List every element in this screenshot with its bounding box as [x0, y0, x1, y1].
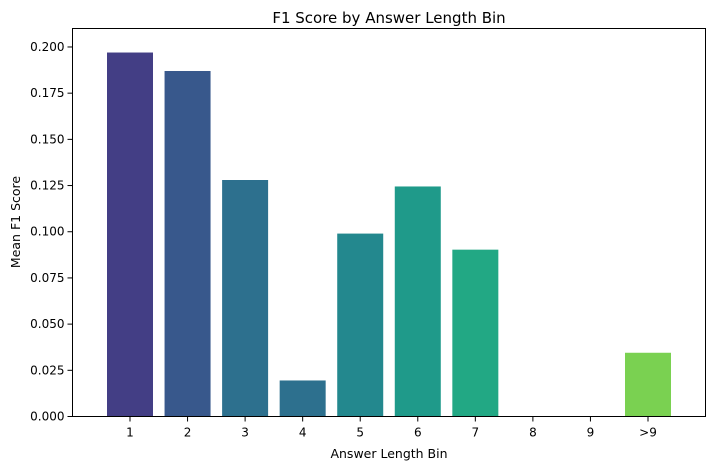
- x-axis-ticks: 1 2 3 4 5 6 7 8 9 >9: [126, 416, 657, 440]
- bar-5: [337, 233, 384, 417]
- bar-3: [222, 180, 269, 417]
- plot-frame: [72, 28, 706, 417]
- x-tick-label: 8: [529, 426, 537, 440]
- bar-6: [394, 186, 441, 417]
- y-tick-label: 0.150: [30, 132, 64, 146]
- y-axis-label: Mean F1 Score: [8, 176, 23, 268]
- x-axis-label: Answer Length Bin: [330, 446, 447, 461]
- y-tick-label: 0.200: [30, 40, 64, 54]
- bars-group: [107, 52, 671, 417]
- bar-7: [452, 249, 499, 417]
- y-tick-label: 0.175: [30, 86, 64, 100]
- y-tick-label: 0.100: [30, 225, 64, 239]
- x-tick-label: 1: [126, 426, 134, 440]
- y-tick-label: 0.050: [30, 317, 64, 331]
- x-tick-label: 4: [299, 426, 307, 440]
- y-tick-label: 0.125: [30, 179, 64, 193]
- x-tick-label: 3: [241, 426, 249, 440]
- x-tick-label: 6: [414, 426, 422, 440]
- x-tick-label: 2: [184, 426, 192, 440]
- y-axis-ticks: 0.000 0.025 0.050 0.075 0.100 0.125 0.150 0.175…: [30, 40, 73, 424]
- y-tick-label: 0.025: [30, 363, 64, 377]
- y-tick-label: 0.075: [30, 271, 64, 285]
- bar-1: [107, 52, 153, 417]
- chart-title: F1 Score by Answer Length Bin: [272, 9, 505, 27]
- bar->9: [625, 352, 671, 417]
- x-tick-label: 5: [356, 426, 364, 440]
- x-tick-label: >9: [639, 426, 657, 440]
- y-tick-label: 0.000: [30, 410, 64, 424]
- x-tick-label: 9: [587, 426, 595, 440]
- x-tick-label: 7: [472, 426, 480, 440]
- bar-4: [279, 380, 326, 417]
- bar-2: [164, 70, 211, 417]
